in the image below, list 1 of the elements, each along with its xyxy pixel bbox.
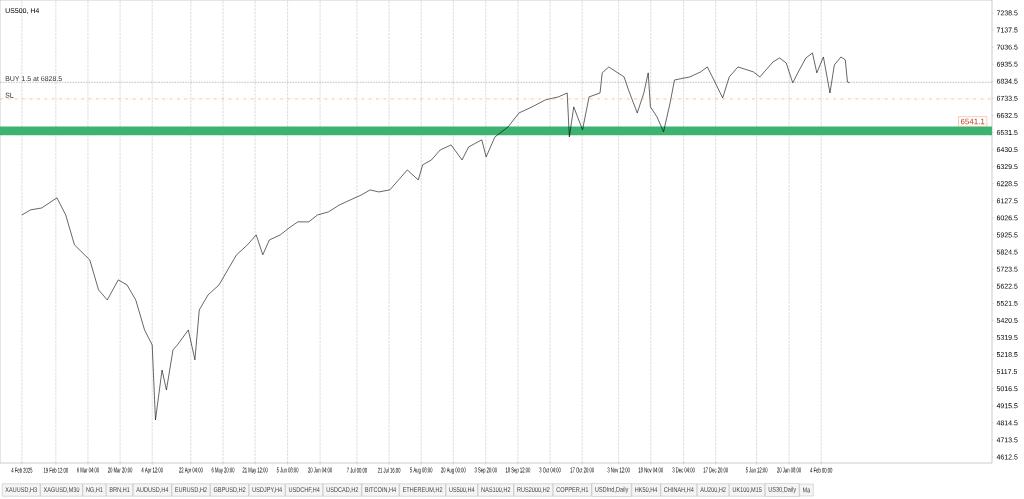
- line-series: [21, 52, 850, 421]
